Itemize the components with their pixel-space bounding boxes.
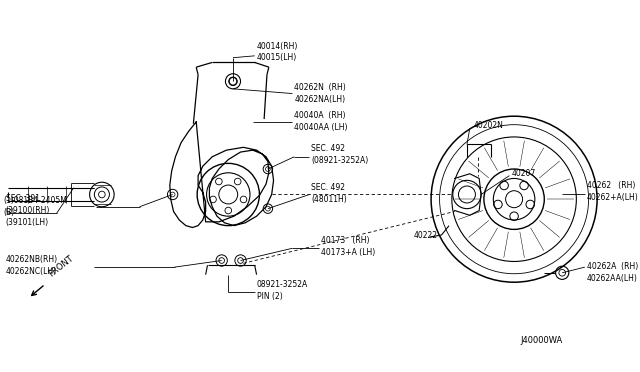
Text: SEC. 492
(48011H): SEC. 492 (48011H): [311, 183, 347, 204]
Text: 40262NB(RH)
40262NC(LH): 40262NB(RH) 40262NC(LH): [6, 255, 58, 276]
Text: 40222: 40222: [413, 231, 437, 240]
Text: 40207: 40207: [511, 169, 536, 178]
Text: 40040A  (RH)
40040AA (LH): 40040A (RH) 40040AA (LH): [294, 112, 348, 132]
Text: 40014(RH)
40015(LH): 40014(RH) 40015(LH): [257, 42, 298, 62]
Text: 40262N  (RH)
40262NA(LH): 40262N (RH) 40262NA(LH): [294, 83, 346, 104]
Text: 08921-3252A
PIN (2): 08921-3252A PIN (2): [257, 280, 308, 301]
Text: SEC. 492
(08921-3252A): SEC. 492 (08921-3252A): [311, 144, 369, 165]
Text: 40262A  (RH)
40262AA(LH): 40262A (RH) 40262AA(LH): [587, 262, 638, 283]
Text: FRONT: FRONT: [47, 254, 76, 279]
Text: 40262   (RH)
40262+A(LH): 40262 (RH) 40262+A(LH): [587, 181, 639, 202]
Text: 40173   (RH)
40173+A (LH): 40173 (RH) 40173+A (LH): [321, 236, 375, 257]
Text: (1)081B4-2405M
(B): (1)081B4-2405M (B): [4, 196, 68, 217]
Text: SEC. 391
(39100(RH)
(39101(LH): SEC. 391 (39100(RH) (39101(LH): [6, 194, 50, 227]
Text: J40000WA: J40000WA: [521, 336, 563, 345]
Text: 40202N: 40202N: [474, 121, 504, 130]
